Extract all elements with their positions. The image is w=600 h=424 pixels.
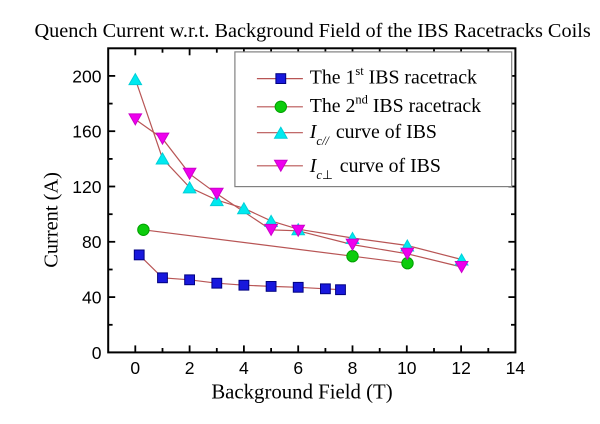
svg-text:Background Field (T): Background Field (T) (211, 380, 392, 403)
svg-text:200: 200 (72, 66, 101, 86)
svg-text:8: 8 (348, 358, 358, 378)
svg-text:The 1st IBS racetrack: The 1st IBS racetrack (310, 64, 477, 89)
svg-text:80: 80 (82, 232, 102, 252)
svg-text:120: 120 (72, 177, 101, 197)
svg-text:The 2nd IBS racetrack: The 2nd IBS racetrack (310, 93, 481, 118)
svg-text:0: 0 (92, 343, 102, 363)
svg-text:4: 4 (239, 358, 249, 378)
svg-text:10: 10 (397, 358, 417, 378)
svg-text:0: 0 (130, 358, 140, 378)
svg-text:6: 6 (293, 358, 303, 378)
svg-text:Quench Current w.r.t. Backgrou: Quench Current w.r.t. Background Field o… (34, 20, 590, 42)
svg-text:40: 40 (82, 288, 102, 308)
svg-text:12: 12 (451, 358, 470, 378)
svg-text:Ic// curve of IBS: Ic// curve of IBS (309, 121, 437, 148)
svg-text:Current (A): Current (A) (40, 172, 62, 268)
svg-text:Ic⊥ curve of IBS: Ic⊥ curve of IBS (309, 155, 441, 182)
svg-text:160: 160 (72, 122, 101, 142)
svg-text:2: 2 (185, 358, 195, 378)
svg-text:14: 14 (506, 358, 526, 378)
